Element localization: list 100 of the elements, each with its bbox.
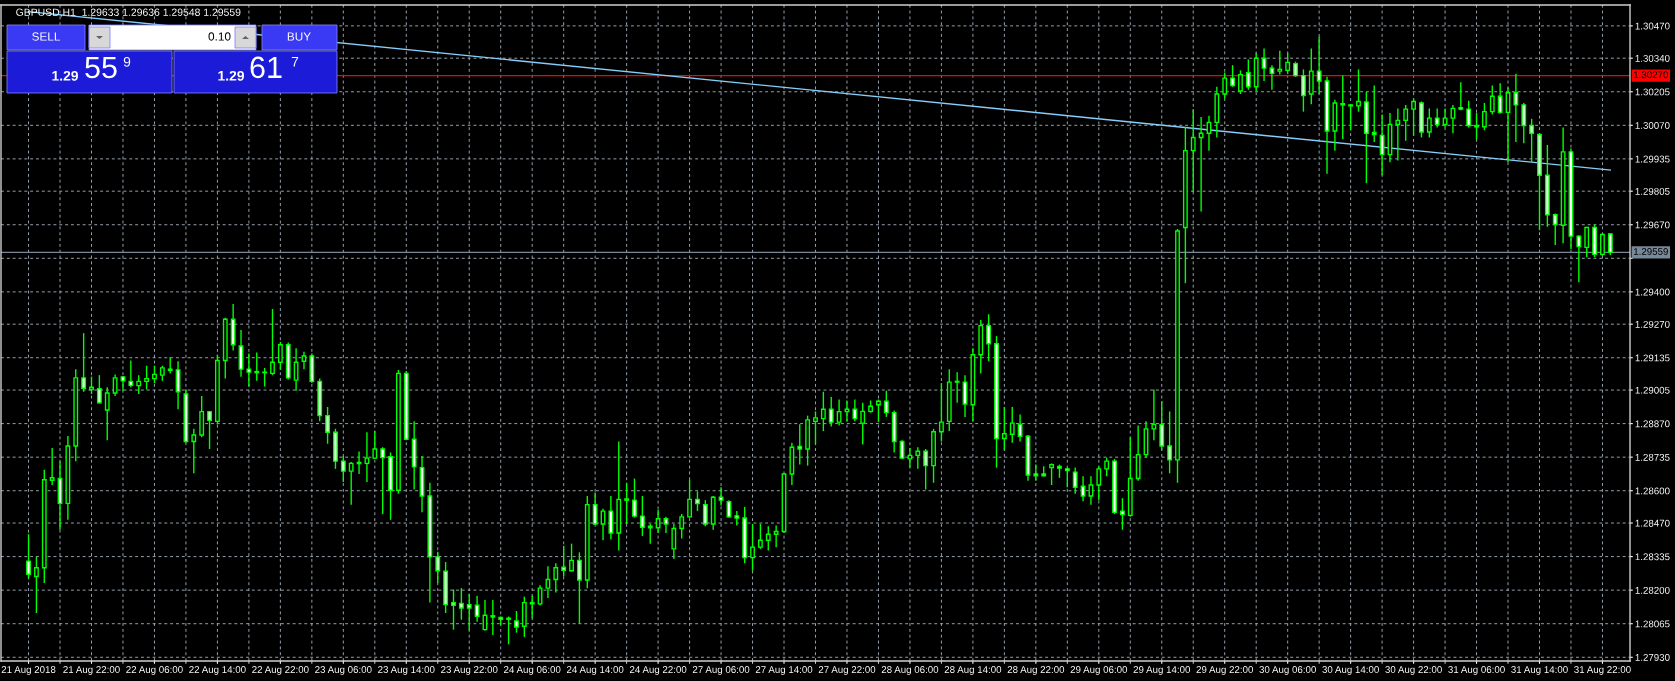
x-tick-label: 27 Aug 14:00 [755, 666, 813, 675]
candlestick [1285, 52, 1291, 75]
x-tick-label: 28 Aug 14:00 [944, 666, 1002, 675]
x-tick-label: 31 Aug 14:00 [1511, 666, 1568, 675]
ref-line-label: 1.30270 [1634, 71, 1669, 79]
candlestick [1348, 103, 1354, 131]
x-tick-label: 22 Aug 06:00 [126, 666, 183, 675]
candlestick [1474, 112, 1479, 140]
candlestick [1167, 410, 1173, 475]
candlestick [120, 375, 126, 392]
y-tick-label: 1.28065 [1635, 620, 1670, 628]
candlestick [852, 398, 858, 423]
x-tick-label: 28 Aug 22:00 [1007, 666, 1065, 675]
candlestick [632, 477, 637, 519]
candlestick [112, 373, 118, 397]
candlestick [938, 382, 944, 443]
candlestick [144, 364, 150, 391]
candlestick [954, 371, 960, 404]
x-tick-label: 30 Aug 06:00 [1259, 666, 1316, 675]
candlestick [49, 447, 55, 486]
candlestick [1190, 108, 1196, 193]
candlestick [671, 523, 677, 560]
candlestick [1395, 107, 1401, 162]
candlestick [828, 396, 834, 428]
candlestick [1379, 113, 1385, 176]
candlestick [340, 455, 346, 483]
candlestick [104, 386, 110, 441]
y-tick-label: 1.28470 [1635, 519, 1670, 527]
candlestick [1584, 226, 1590, 258]
y-tick-label: 1.28735 [1635, 453, 1670, 461]
candlestick [33, 556, 39, 614]
candlestick [1049, 462, 1055, 486]
candlestick [1481, 102, 1487, 131]
candlestick [1513, 73, 1519, 143]
candlestick [1600, 232, 1605, 257]
x-tick-label: 24 Aug 14:00 [566, 666, 624, 675]
candlestick [529, 595, 535, 619]
candlestick [702, 499, 708, 527]
x-tick-label: 29 Aug 06:00 [1070, 666, 1128, 675]
candlestick [254, 351, 260, 382]
x-tick-label: 31 Aug 22:00 [1574, 666, 1631, 675]
candlestick [1356, 68, 1361, 113]
candlestick [1607, 232, 1613, 256]
annotation: 1.29 [218, 70, 244, 81]
x-tick-label: 31 Aug 06:00 [1448, 666, 1505, 675]
candlestick [1238, 69, 1243, 95]
candlestick [553, 562, 559, 594]
annotation: SELL [32, 32, 61, 41]
x-tick-label: 30 Aug 22:00 [1385, 666, 1442, 675]
x-tick-label: 27 Aug 06:00 [692, 666, 750, 675]
candlestick [81, 332, 87, 393]
candlestick [915, 446, 921, 470]
candlestick [1119, 497, 1125, 531]
candlestick [451, 588, 456, 631]
y-tick-label: 1.30205 [1635, 88, 1670, 96]
y-tick-label: 1.30070 [1635, 122, 1670, 129]
annotation: BUY [287, 32, 311, 41]
annotation: 7 [291, 57, 299, 67]
y-tick-label: 1.29805 [1635, 187, 1670, 195]
y-tick-label: 1.29135 [1635, 354, 1670, 362]
candlestick [1552, 212, 1558, 246]
x-tick-label: 24 Aug 22:00 [629, 666, 687, 675]
x-tick-label: 23 Aug 14:00 [378, 666, 435, 675]
candlestick [1521, 102, 1527, 144]
candlestick [207, 410, 212, 450]
y-tick-label: 1.29270 [1635, 320, 1670, 328]
y-tick-label: 1.27930 [1635, 654, 1670, 661]
candlestick [364, 431, 370, 483]
x-tick-label: 22 Aug 22:00 [252, 666, 309, 675]
annotation: 55 [85, 56, 117, 79]
candlestick [1316, 35, 1322, 95]
candlestick [96, 374, 102, 405]
x-tick-label: 23 Aug 06:00 [315, 666, 372, 675]
x-tick-label: 28 Aug 06:00 [881, 666, 939, 675]
annotation: 1.29 [52, 70, 78, 81]
candlestick [466, 592, 472, 632]
y-tick-label: 1.28335 [1635, 553, 1670, 561]
annotation: 0.10 [208, 32, 231, 41]
candlestick [986, 313, 992, 362]
candlestick [1151, 388, 1157, 441]
candlestick [907, 447, 913, 469]
candlestick [773, 524, 779, 548]
candlestick [1576, 234, 1582, 283]
candlestick [718, 486, 724, 507]
candlestick [293, 347, 299, 392]
candlestick [270, 308, 275, 376]
y-tick-label: 1.29670 [1635, 221, 1670, 229]
candlestick [1529, 118, 1535, 164]
candlestick [836, 398, 842, 427]
y-tick-label: 1.29935 [1635, 155, 1670, 163]
candlestick [576, 551, 582, 625]
annotation: 9 [123, 56, 131, 67]
candlestick [1072, 466, 1078, 495]
candlestick [490, 599, 496, 636]
candlestick [1198, 116, 1204, 213]
candlestick [883, 390, 889, 418]
candlestick [844, 399, 850, 423]
x-tick-label: 27 Aug 22:00 [818, 666, 876, 675]
candlestick [1088, 475, 1094, 506]
candlestick [26, 533, 31, 580]
